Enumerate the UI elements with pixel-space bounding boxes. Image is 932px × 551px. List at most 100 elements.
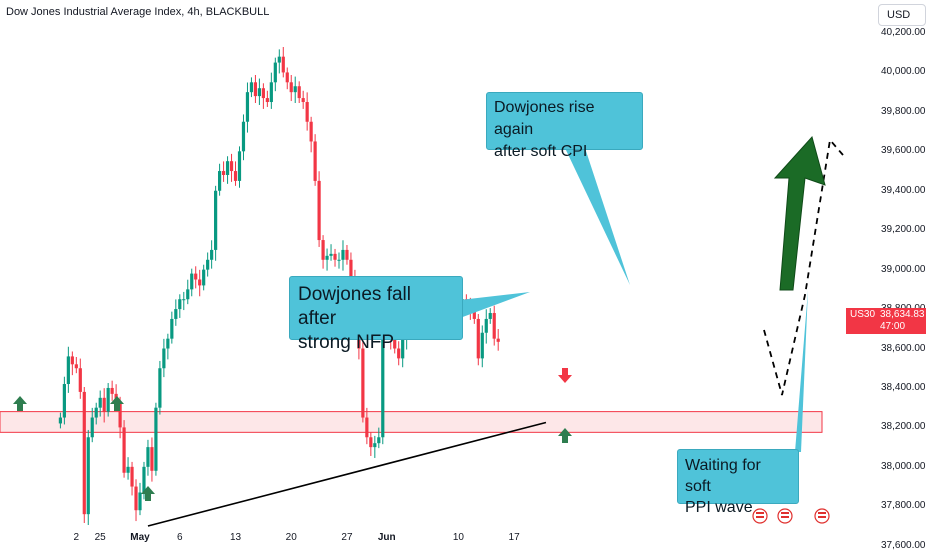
candle-body (166, 338, 170, 349)
candle-body (66, 356, 70, 385)
candle-body (480, 332, 484, 359)
chart-title: Dow Jones Industrial Average Index, 4h, … (6, 6, 270, 18)
candle-body (377, 437, 381, 444)
us-flag-icon-stripe (756, 512, 764, 514)
us-flag-icon-stripe (818, 516, 826, 518)
candle-body (122, 427, 126, 473)
y-tick-label: 38,400.00 (881, 381, 926, 393)
projection-path[interactable] (763, 137, 844, 396)
trendline[interactable] (147, 421, 547, 527)
candle-body (249, 82, 254, 93)
candle-body (182, 299, 186, 301)
candle-body (78, 368, 82, 392)
candle-body (98, 397, 102, 408)
x-tick-label: 20 (285, 532, 297, 543)
candle-body (321, 240, 325, 260)
candle-body (313, 141, 317, 181)
candle-body (265, 98, 269, 103)
support-zone[interactable] (0, 411, 823, 433)
candle-body (233, 171, 238, 181)
candle-body (285, 72, 289, 83)
price-tag-countdown: 47:00 (880, 321, 906, 332)
candle-body (237, 151, 242, 181)
candle-body (305, 102, 309, 122)
candle-body (74, 364, 78, 369)
candle-body (476, 318, 480, 359)
price-tag-price: 38,634.83 (880, 309, 925, 320)
us-flag-icon-stripe (781, 516, 789, 518)
currency-button[interactable]: USD (878, 4, 926, 26)
candle-body (273, 62, 277, 83)
cpi-callout-line1: Dowjones rise again (494, 99, 595, 138)
candle-body (488, 313, 492, 319)
candle-body (142, 466, 146, 493)
candle-body (134, 486, 138, 511)
candle-body (361, 348, 365, 418)
candle-body (146, 447, 150, 467)
candle-body (397, 348, 401, 359)
candle-body (178, 299, 182, 310)
up-arrow-icon[interactable] (141, 486, 155, 501)
candle-body (110, 387, 114, 394)
ppi-callout[interactable]: Waiting for soft PPI wave (677, 449, 799, 516)
y-tick-label: 37,800.00 (881, 500, 926, 512)
candle-body (261, 88, 265, 99)
candle-body (198, 279, 202, 286)
y-tick-label: 40,000.00 (881, 66, 926, 78)
down-arrow-icon[interactable] (558, 368, 572, 383)
candle-body (82, 391, 86, 515)
candle-body (472, 309, 476, 319)
ppi-callout-pointer (795, 290, 808, 452)
candle-body (154, 407, 158, 471)
candle-body (241, 121, 246, 152)
candle-body (373, 443, 377, 448)
cpi-callout-pointer (565, 148, 630, 285)
candle-body (162, 348, 166, 369)
candle-body (186, 289, 190, 300)
candle-body (70, 356, 74, 365)
candle-body (289, 82, 293, 93)
green-up-arrow[interactable] (773, 135, 826, 291)
nfp-callout-line2: strong NFP (298, 332, 395, 353)
candle-body (62, 384, 66, 418)
nfp-callout-pointer (460, 292, 530, 318)
x-tick-label: May (130, 532, 150, 543)
candle-body (253, 82, 258, 97)
candle-body (190, 273, 194, 290)
y-tick-label: 38,200.00 (881, 421, 926, 433)
candle-body (309, 121, 313, 142)
x-tick-label: 27 (341, 532, 353, 543)
nfp-callout[interactable]: Dowjones fall after strong NFP (289, 276, 463, 353)
candle-body (130, 466, 134, 487)
candle-body (329, 253, 333, 256)
up-arrow-icon[interactable] (13, 396, 27, 411)
candle-body (333, 253, 337, 260)
candle-body (269, 82, 273, 103)
ppi-callout-line2: PPI wave (685, 499, 753, 516)
candle-body (158, 368, 162, 408)
candle-body (401, 338, 405, 359)
up-arrow-icon[interactable] (110, 396, 124, 411)
candle-body (221, 171, 226, 175)
candle-body (484, 318, 488, 333)
y-tick-label: 38,000.00 (881, 460, 926, 472)
candle-body (90, 417, 94, 438)
candle-body (225, 161, 230, 175)
candle-body (150, 447, 154, 471)
x-tick-label: 2 (73, 532, 80, 543)
us-flag-icon-stripe (756, 516, 764, 518)
candle-body (365, 417, 369, 438)
x-tick-label: 25 (94, 532, 106, 543)
price-tag-symbol: US30 (850, 309, 876, 320)
cpi-callout[interactable]: Dowjones rise again after soft CPI (486, 92, 643, 160)
y-tick-label: 38,600.00 (881, 342, 926, 354)
candle-body (229, 161, 234, 172)
y-tick-label: 39,200.00 (881, 224, 926, 236)
candle-body (325, 255, 329, 260)
cpi-callout-line2: after soft CPI (494, 143, 588, 160)
up-arrow-icon[interactable] (558, 428, 572, 443)
y-tick-label: 39,000.00 (881, 263, 926, 275)
candle-body (94, 407, 98, 418)
candle-body (202, 269, 206, 286)
y-tick-label: 39,800.00 (881, 105, 926, 117)
